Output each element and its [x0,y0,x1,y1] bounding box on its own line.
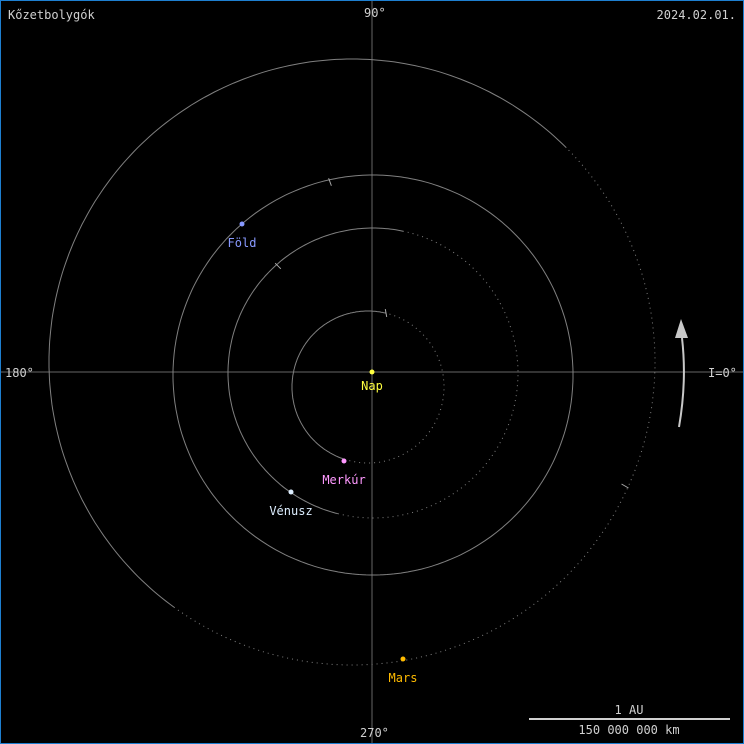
sun-label: Nap [361,379,383,393]
mercury-orbit-future [344,312,445,464]
venus-orbit-future [337,230,519,519]
mars-orbit-future [173,147,656,666]
venus-orbit-trail [227,227,404,515]
axis-label-90: 90° [364,6,386,20]
axis-label-0: I=0° [708,366,737,380]
scale-km-label: 150 000 000 km [578,723,680,737]
direction-arrow-shaft [678,337,685,428]
earth-dot [239,221,245,227]
mercury-dot [341,458,347,464]
earth-orbit-trail [172,174,574,576]
mars-label: Mars [388,671,418,685]
axis-label-270: 270° [360,726,389,740]
venus-tick [274,262,282,270]
earth-tick [328,178,332,186]
direction-arrowhead-icon [675,319,688,338]
diagram-title: Kőzetbolygók [8,8,95,22]
mars-orbit-trail [48,58,567,608]
mars-tick [621,483,629,489]
mercury-tick [384,308,388,318]
earth-label: Föld [227,236,257,250]
scale-au-label: 1 AU [614,703,644,717]
sun-dot [369,369,375,375]
axis-label-180: 180° [5,366,34,380]
mercury-orbit-trail [291,310,387,460]
date-label: 2024.02.01. [656,8,736,22]
venus-label: Vénusz [269,504,313,518]
venus-dot [288,489,294,495]
mars-dot [400,656,406,662]
mercury-label: Merkúr [322,473,366,487]
